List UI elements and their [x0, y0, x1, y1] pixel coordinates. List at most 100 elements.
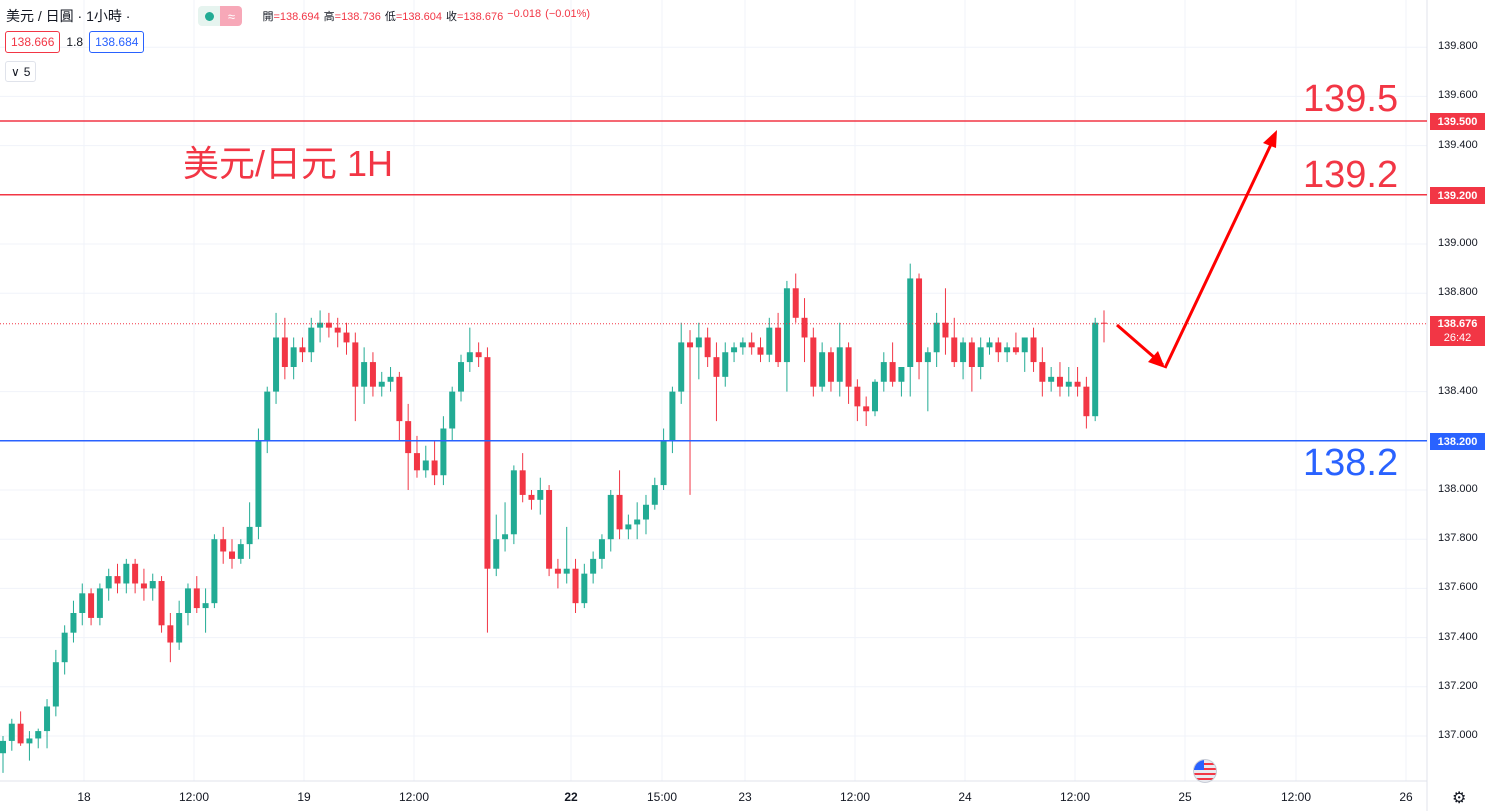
price-axis-label: 139.600	[1438, 89, 1478, 102]
candle-body	[88, 593, 95, 618]
us-flag-icon[interactable]	[1193, 759, 1217, 783]
candle	[176, 600, 183, 650]
candle	[449, 386, 456, 441]
candle-body	[96, 588, 103, 618]
candle	[854, 379, 861, 422]
candle-body	[880, 362, 887, 382]
candle-body	[44, 706, 51, 732]
candle	[695, 322, 702, 380]
up-arrow-line[interactable]	[1163, 137, 1276, 369]
candle-body	[1065, 381, 1072, 387]
candle-body	[343, 332, 350, 343]
candle-body	[616, 494, 623, 530]
candle-body	[660, 440, 667, 486]
candle	[105, 568, 112, 601]
candle-body	[836, 347, 843, 382]
candle-body	[431, 460, 438, 476]
time-axis-label: 12:00	[178, 790, 210, 804]
candle-body	[907, 278, 914, 367]
level-label-mid[interactable]: 139.2	[1303, 154, 1399, 196]
candle-body	[114, 576, 121, 584]
candle	[317, 310, 324, 343]
candle-body	[61, 632, 68, 663]
candle	[352, 332, 359, 422]
gear-icon[interactable]: ⚙	[1452, 790, 1467, 807]
candle	[1004, 342, 1011, 363]
candle-body	[1092, 322, 1099, 417]
sell-button[interactable]: 138.666	[5, 31, 61, 53]
candle-body	[827, 352, 834, 382]
candle-body	[413, 453, 420, 471]
candle	[660, 428, 667, 490]
candle	[907, 263, 914, 397]
candle-body	[607, 494, 614, 540]
time-axis-label: 12:00	[839, 790, 871, 804]
candle-body	[211, 539, 218, 604]
candle-body	[572, 568, 579, 604]
candle	[1056, 362, 1063, 397]
trade-row: 138.666 1.8 138.684	[5, 31, 145, 53]
candle	[149, 573, 156, 601]
candle-body	[792, 288, 799, 318]
candle	[731, 342, 738, 363]
candle	[713, 342, 720, 422]
candle-body	[167, 625, 174, 643]
candle	[995, 337, 1002, 363]
candle-body	[123, 563, 130, 584]
candle	[845, 342, 852, 404]
candle	[554, 558, 561, 589]
candle	[79, 583, 86, 626]
level-label-high[interactable]: 139.5	[1303, 78, 1399, 120]
candle	[651, 477, 658, 510]
candle-body	[79, 593, 86, 613]
horizontal-levels[interactable]	[0, 120, 1427, 442]
candle	[827, 347, 834, 392]
candle-body	[317, 322, 324, 328]
candle-body	[669, 391, 676, 441]
candle-body	[264, 391, 271, 441]
candle-body	[405, 421, 412, 454]
candle	[1021, 337, 1028, 372]
candle	[405, 403, 412, 490]
candle	[1074, 367, 1081, 397]
price-axis-label: 137.000	[1438, 729, 1478, 741]
level-label-low[interactable]: 138.2	[1303, 442, 1399, 484]
candle-body	[748, 342, 755, 348]
candle-body	[889, 362, 896, 382]
trend-arrows[interactable]	[1116, 130, 1277, 369]
status-pill[interactable]: ≈	[198, 6, 243, 26]
candle-body	[1004, 347, 1011, 353]
chart-annotation-title[interactable]: 美元/日元 1H	[183, 143, 394, 184]
candle-body	[916, 278, 923, 363]
candle-body	[739, 342, 746, 348]
candle	[361, 347, 368, 404]
candle	[1048, 367, 1055, 392]
ohlc-close: 收=138.676	[446, 11, 504, 23]
buy-button[interactable]: 138.684	[89, 31, 145, 53]
chart-grid	[0, 0, 1427, 781]
candle	[722, 342, 729, 387]
candle-body	[361, 362, 368, 387]
ohlc-values: 開=138.694 高=138.736 低=138.604 收=138.676 …	[262, 8, 590, 24]
candle	[546, 485, 553, 577]
indicator-count: 5	[23, 64, 31, 79]
candle-body	[722, 352, 729, 377]
ohlc-open: 開=138.694	[262, 11, 320, 23]
candle-body	[942, 322, 949, 338]
candle-body	[783, 288, 790, 363]
price-axis-label: 139.800	[1438, 40, 1478, 53]
candle-body	[924, 352, 931, 363]
symbol-title[interactable]: 美元 / 日圓 · 1小時 ·	[6, 8, 131, 24]
candle	[502, 502, 509, 552]
candle-body	[325, 322, 332, 328]
chevron-down-icon: ∨	[11, 64, 20, 79]
candle	[396, 371, 403, 441]
candle	[528, 490, 535, 510]
candle	[642, 494, 649, 535]
candle	[951, 317, 958, 367]
candle-body	[801, 317, 808, 338]
price-axis-label: 137.200	[1438, 679, 1478, 692]
candle-body	[977, 347, 984, 367]
indicators-toggle[interactable]: ∨ 5	[5, 61, 37, 82]
